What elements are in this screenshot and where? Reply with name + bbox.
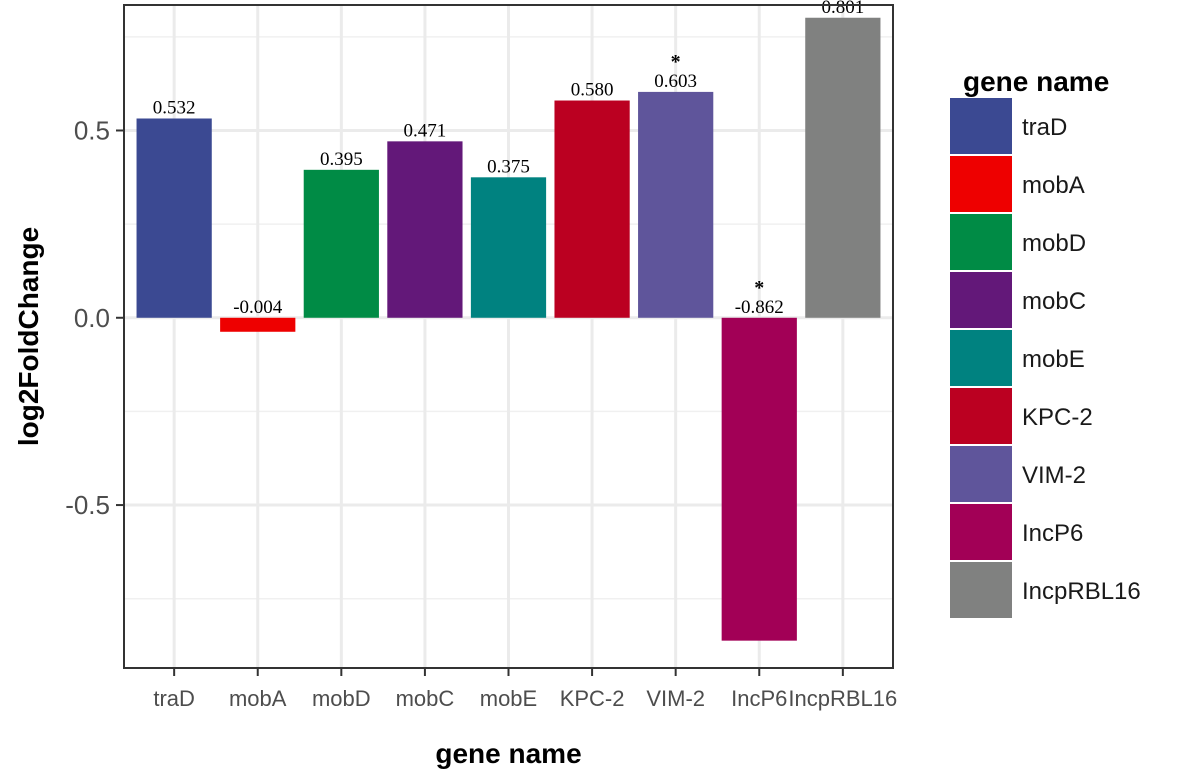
data-label-traD: 0.532 <box>153 97 196 118</box>
legend-label-IncP6: IncP6 <box>1022 520 1083 547</box>
bar-mobA <box>220 317 296 332</box>
y-tick-label: -0.5 <box>65 490 110 520</box>
bar-mobC <box>387 141 463 318</box>
data-label-mobD: 0.395 <box>320 149 363 170</box>
bars <box>136 17 881 641</box>
legend-key-traD <box>950 98 1012 154</box>
data-label-mobA: -0.004 <box>233 297 283 318</box>
legend-label-traD: traD <box>1022 114 1067 141</box>
bar-traD <box>136 118 212 318</box>
legend-key-mobC <box>950 272 1012 328</box>
legend-label-IncpRBL16: IncpRBL16 <box>1022 578 1141 605</box>
y-axis-title: log2FoldChange <box>13 227 44 446</box>
x-tick-label-mobC: mobC <box>396 686 455 711</box>
legend-key-mobA <box>950 156 1012 212</box>
y-tick-label: 0.5 <box>74 115 110 145</box>
legend-key-mobD <box>950 214 1012 270</box>
bar-KPC-2 <box>554 100 630 318</box>
x-tick-label-mobE: mobE <box>480 686 537 711</box>
x-tick-label-IncP6: IncP6 <box>731 686 787 711</box>
legend-key-mobE <box>950 330 1012 386</box>
x-tick-label-IncpRBL16: IncpRBL16 <box>788 686 897 711</box>
x-tick-label-mobD: mobD <box>312 686 371 711</box>
legend-label-VIM-2: VIM-2 <box>1022 462 1086 489</box>
legend-key-IncpRBL16 <box>950 562 1012 618</box>
data-label-IncpRBL16: 0.801 <box>821 0 864 18</box>
x-axis-title: gene name <box>435 738 581 769</box>
legend-key-VIM-2 <box>950 446 1012 502</box>
legend-label-mobA: mobA <box>1022 172 1085 199</box>
legend-label-mobE: mobE <box>1022 346 1085 373</box>
y-axis: -0.5 0.0 0.5 <box>65 115 124 520</box>
data-label-mobE: 0.375 <box>487 156 530 177</box>
legend-label-mobC: mobC <box>1022 288 1086 315</box>
data-label-KPC-2: 0.580 <box>571 80 614 101</box>
data-label-mobC: 0.471 <box>404 120 447 141</box>
legend: gene name traD mobA mobD mobC mobE KPC-2 VIM-2… <box>950 66 1141 618</box>
x-tick-label-traD: traD <box>153 686 195 711</box>
legend-key-IncP6 <box>950 504 1012 560</box>
bar-IncpRBL16 <box>805 17 881 318</box>
significance-marker-IncP6: * <box>754 277 764 299</box>
x-axis: traD mobA mobD mobC mobE KPC-2 VIM-2 IncP6 IncpR… <box>153 668 897 711</box>
legend-key-KPC-2 <box>950 388 1012 444</box>
legend-label-KPC-2: KPC-2 <box>1022 404 1093 431</box>
y-tick-label: 0.0 <box>74 303 110 333</box>
significance-marker-VIM-2: * <box>671 51 681 73</box>
data-label-IncP6: -0.862 <box>735 297 784 318</box>
bar-mobE <box>470 177 547 318</box>
data-label-VIM-2: 0.603 <box>654 71 697 92</box>
legend-label-mobD: mobD <box>1022 230 1086 257</box>
legend-title: gene name <box>963 66 1109 97</box>
bar-mobD <box>303 169 379 318</box>
x-tick-label-VIM-2: VIM-2 <box>646 686 705 711</box>
bar-IncP6 <box>721 317 797 641</box>
x-tick-label-mobA: mobA <box>229 686 287 711</box>
x-tick-label-KPC-2: KPC-2 <box>560 686 625 711</box>
bar-VIM-2 <box>638 91 714 318</box>
